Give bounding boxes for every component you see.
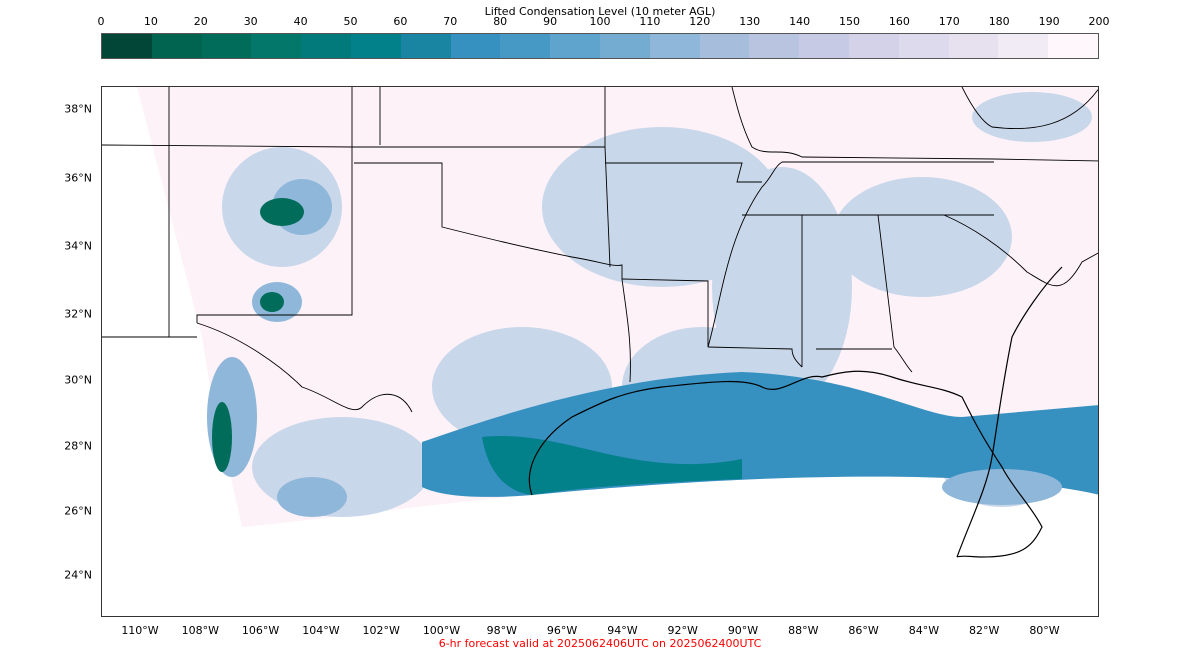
latitude-label: 34°N [64,239,92,253]
colorbar-segment [848,34,899,58]
colorbar-tick-label: 100 [589,15,611,28]
longitude-label: 88°W [788,624,819,637]
colorbar-tick-label: 200 [1088,15,1110,28]
longitude-label: 86°W [848,624,879,637]
colorbar-segment [649,34,700,58]
colorbar-tick-label: 60 [393,15,408,28]
colorbar-tick-labels: 0 10 20 30 40 50 60 70 80 90 100 110 120 130 140 150 160… [0,0,1200,33]
colorbar-tick-label: 10 [143,15,158,28]
map-canvas [102,87,1098,558]
colorbar-tick-label: 80 [493,15,508,28]
colorbar-tick-label: 0 [97,15,105,28]
colorbar-tick-label: 70 [443,15,458,28]
colorbar-segment [450,34,501,58]
colorbar-tick-label: 190 [1038,15,1060,28]
longitude-label: 108°W [181,624,219,637]
colorbar-segment [400,34,451,58]
gulf-deep-band [482,436,742,495]
longitude-label: 102°W [362,624,400,637]
longitude-label: 82°W [969,624,1000,637]
longitude-label: 106°W [241,624,280,637]
colorbar-tick-label: 40 [293,15,308,28]
latitude-label: 24°N [64,568,92,582]
longitude-label: 92°W [667,624,698,637]
latitude-label: 26°N [64,504,92,518]
colorbar-segment [799,34,849,58]
colorbar-tick-label: 130 [739,15,761,28]
longitude-label: 96°W [546,624,578,637]
colorbar-segment [301,34,351,58]
longitude-label: 90°W [727,624,759,637]
longitude-label: 100°W [422,624,461,637]
colorbar-tick-label: 170 [938,15,960,28]
latitude-label: 28°N [64,439,92,453]
colorbar-tick-label: 120 [689,15,711,28]
forecast-valid-footer: 6-hr forecast valid at 2025062406UTC on … [438,637,762,650]
latitude-label: 32°N [64,307,92,321]
longitude-label: 80°W [1029,624,1060,637]
colorbar-segment [350,34,401,58]
colorbar [101,33,1099,59]
colorbar-tick-label: 150 [839,15,860,28]
colorbar-segment [749,34,800,58]
longitude-label: 84°W [908,624,940,637]
colorbar-tick-label: 20 [193,15,208,28]
latitude-label: 30°N [64,373,92,387]
colorbar-tick-label: 50 [343,15,358,28]
colorbar-title: Lifted Condensation Level (10 meter AGL) [484,5,716,18]
colorbar-segment [500,34,551,58]
colorbar-tick-label: 180 [988,15,1010,28]
longitude-label: 98°W [486,624,517,637]
colorbar-segment [898,34,949,58]
longitude-label: 110°W [121,624,159,637]
colorbar-tick-label: 30 [243,15,258,28]
map-panel [101,86,1099,617]
colorbar-segment [1048,34,1098,58]
state-borders [102,87,1098,413]
colorbar-segment [550,34,600,58]
colorbar-segment [948,34,999,58]
colorbar-tick-label: 90 [543,15,558,28]
coastline [528,266,1063,558]
colorbar-tick-label: 140 [789,15,811,28]
colorbar-segment [251,34,302,58]
longitude-label: 94°W [607,624,638,637]
dark-green-field [212,198,304,472]
colorbar-segment [151,34,202,58]
longitude-label: 104°W [302,624,340,637]
latitude-label: 36°N [64,171,92,185]
colorbar-segment [201,34,252,58]
colorbar-segment [102,34,152,58]
latitude-label: 38°N [64,102,92,116]
colorbar-tick-label: 110 [639,15,661,28]
colorbar-tick-label: 160 [888,15,910,28]
colorbar-segment [699,34,750,58]
colorbar-segment [599,34,650,58]
colorbar-segment [998,34,1049,58]
